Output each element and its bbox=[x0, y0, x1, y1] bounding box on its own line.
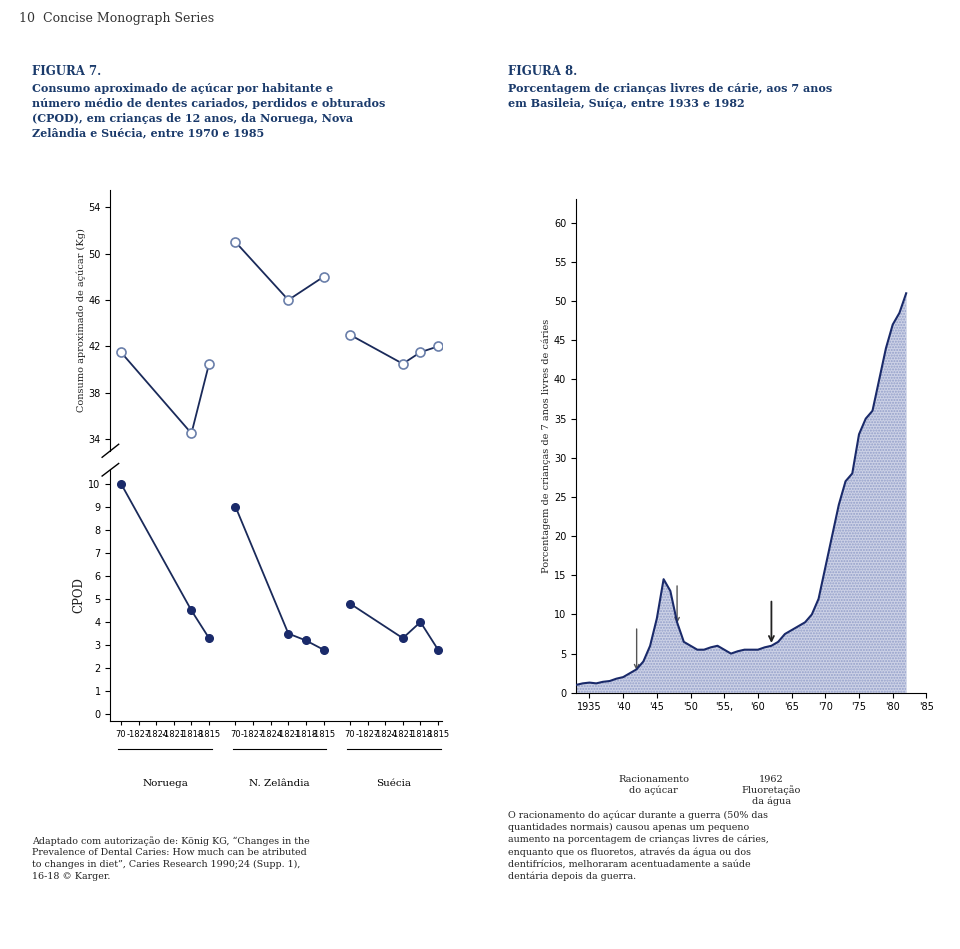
Text: 1962
Fluoretação
da água: 1962 Fluoretação da água bbox=[742, 775, 801, 807]
Text: Suécia: Suécia bbox=[376, 779, 412, 788]
Text: O racionamento do açúcar durante a guerra (50% das
quantidades normais) causou a: O racionamento do açúcar durante a guerr… bbox=[508, 810, 769, 882]
Text: Consumo aproximado de açúcar por habitante e
número médio de dentes cariados, pe: Consumo aproximado de açúcar por habitan… bbox=[33, 83, 386, 139]
Text: FIGURA 8.: FIGURA 8. bbox=[508, 65, 577, 78]
Y-axis label: Porcentagem de crianças de 7 anos livres de cáries: Porcentagem de crianças de 7 anos livres… bbox=[541, 319, 551, 573]
Text: FIGURA 7.: FIGURA 7. bbox=[33, 65, 102, 78]
Text: N. Zelândia: N. Zelândia bbox=[250, 779, 310, 788]
Text: Racionamento
do açúcar: Racionamento do açúcar bbox=[618, 775, 689, 795]
Text: 10  Concise Monograph Series: 10 Concise Monograph Series bbox=[19, 12, 214, 26]
Y-axis label: CPOD: CPOD bbox=[73, 578, 85, 613]
Y-axis label: Consumo aproximado de açúcar (Kg): Consumo aproximado de açúcar (Kg) bbox=[76, 229, 85, 412]
Text: Noruega: Noruega bbox=[142, 779, 188, 788]
Text: Adaptado com autorização de: König KG, “Changes in the
Prevalence of Dental Cari: Adaptado com autorização de: König KG, “… bbox=[33, 836, 310, 882]
Text: Porcentagem de crianças livres de cárie, aos 7 anos
em Basileia, Suíça, entre 19: Porcentagem de crianças livres de cárie,… bbox=[508, 83, 832, 109]
